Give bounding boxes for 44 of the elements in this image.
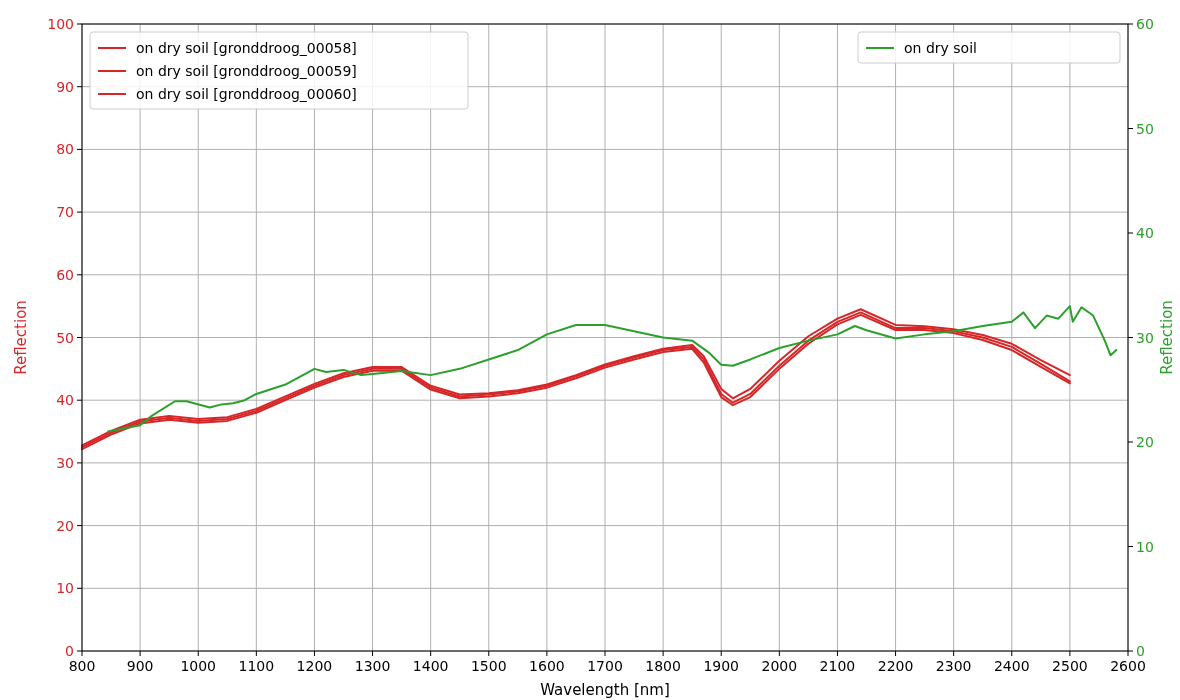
legend-label: on dry soil [gronddroog_00058] [136,40,357,56]
legend-label: on dry soil [gronddroog_00059] [136,63,357,79]
legend-label: on dry soil [gronddroog_00060] [136,86,357,102]
y-tick-label: 90 [56,78,74,95]
x-tick-label: 1000 [180,658,217,674]
y-tick-label: 30 [56,454,74,471]
x-tick-label: 1700 [587,658,623,674]
y-axis-title: Reflection [12,300,30,375]
y-tick-label: 0 [65,643,74,659]
x-tick-label: 1800 [645,658,681,674]
x-tick-label: 2100 [819,658,856,674]
y2-tick-label: 0 [1136,643,1145,659]
y-tick-label: 60 [56,266,74,283]
y2-tick-label: 10 [1136,538,1154,555]
x-tick-label: 2600 [1110,658,1146,674]
y2-tick-label: 60 [1136,16,1154,32]
y-tick-label: 40 [56,392,74,409]
x-tick-label: 1200 [296,658,333,674]
y2-axis-title: Reflection [1158,300,1176,375]
x-tick-label: 800 [68,658,96,674]
x-tick-label: 2000 [761,658,798,674]
y2-tick-label: 20 [1136,434,1154,450]
x-tick-label: 1100 [238,658,275,674]
x-tick-label: 1900 [703,658,740,674]
y-tick-label: 10 [56,580,74,597]
y-tick-label: 20 [56,517,74,534]
y-tick-label: 50 [56,329,74,346]
x-tick-label: 1300 [354,658,391,674]
x-tick-label: 2200 [877,658,914,674]
y-tick-label: 100 [47,16,74,32]
x-tick-label: 2400 [993,658,1030,674]
x-axis-title: Wavelength [nm] [540,681,670,699]
x-tick-label: 1500 [470,658,507,674]
y2-tick-label: 30 [1136,329,1154,346]
x-tick-label: 900 [126,658,154,674]
legend-label: on dry soil [904,40,977,56]
y2-tick-label: 50 [1136,120,1154,137]
x-tick-label: 1400 [412,658,449,674]
y2-tick-label: 40 [1136,225,1154,241]
x-tick-label: 2500 [1052,658,1088,674]
y-tick-label: 80 [56,141,74,158]
x-tick-label: 1600 [529,658,565,674]
y-tick-label: 70 [56,204,74,221]
x-tick-label: 2300 [935,658,972,674]
